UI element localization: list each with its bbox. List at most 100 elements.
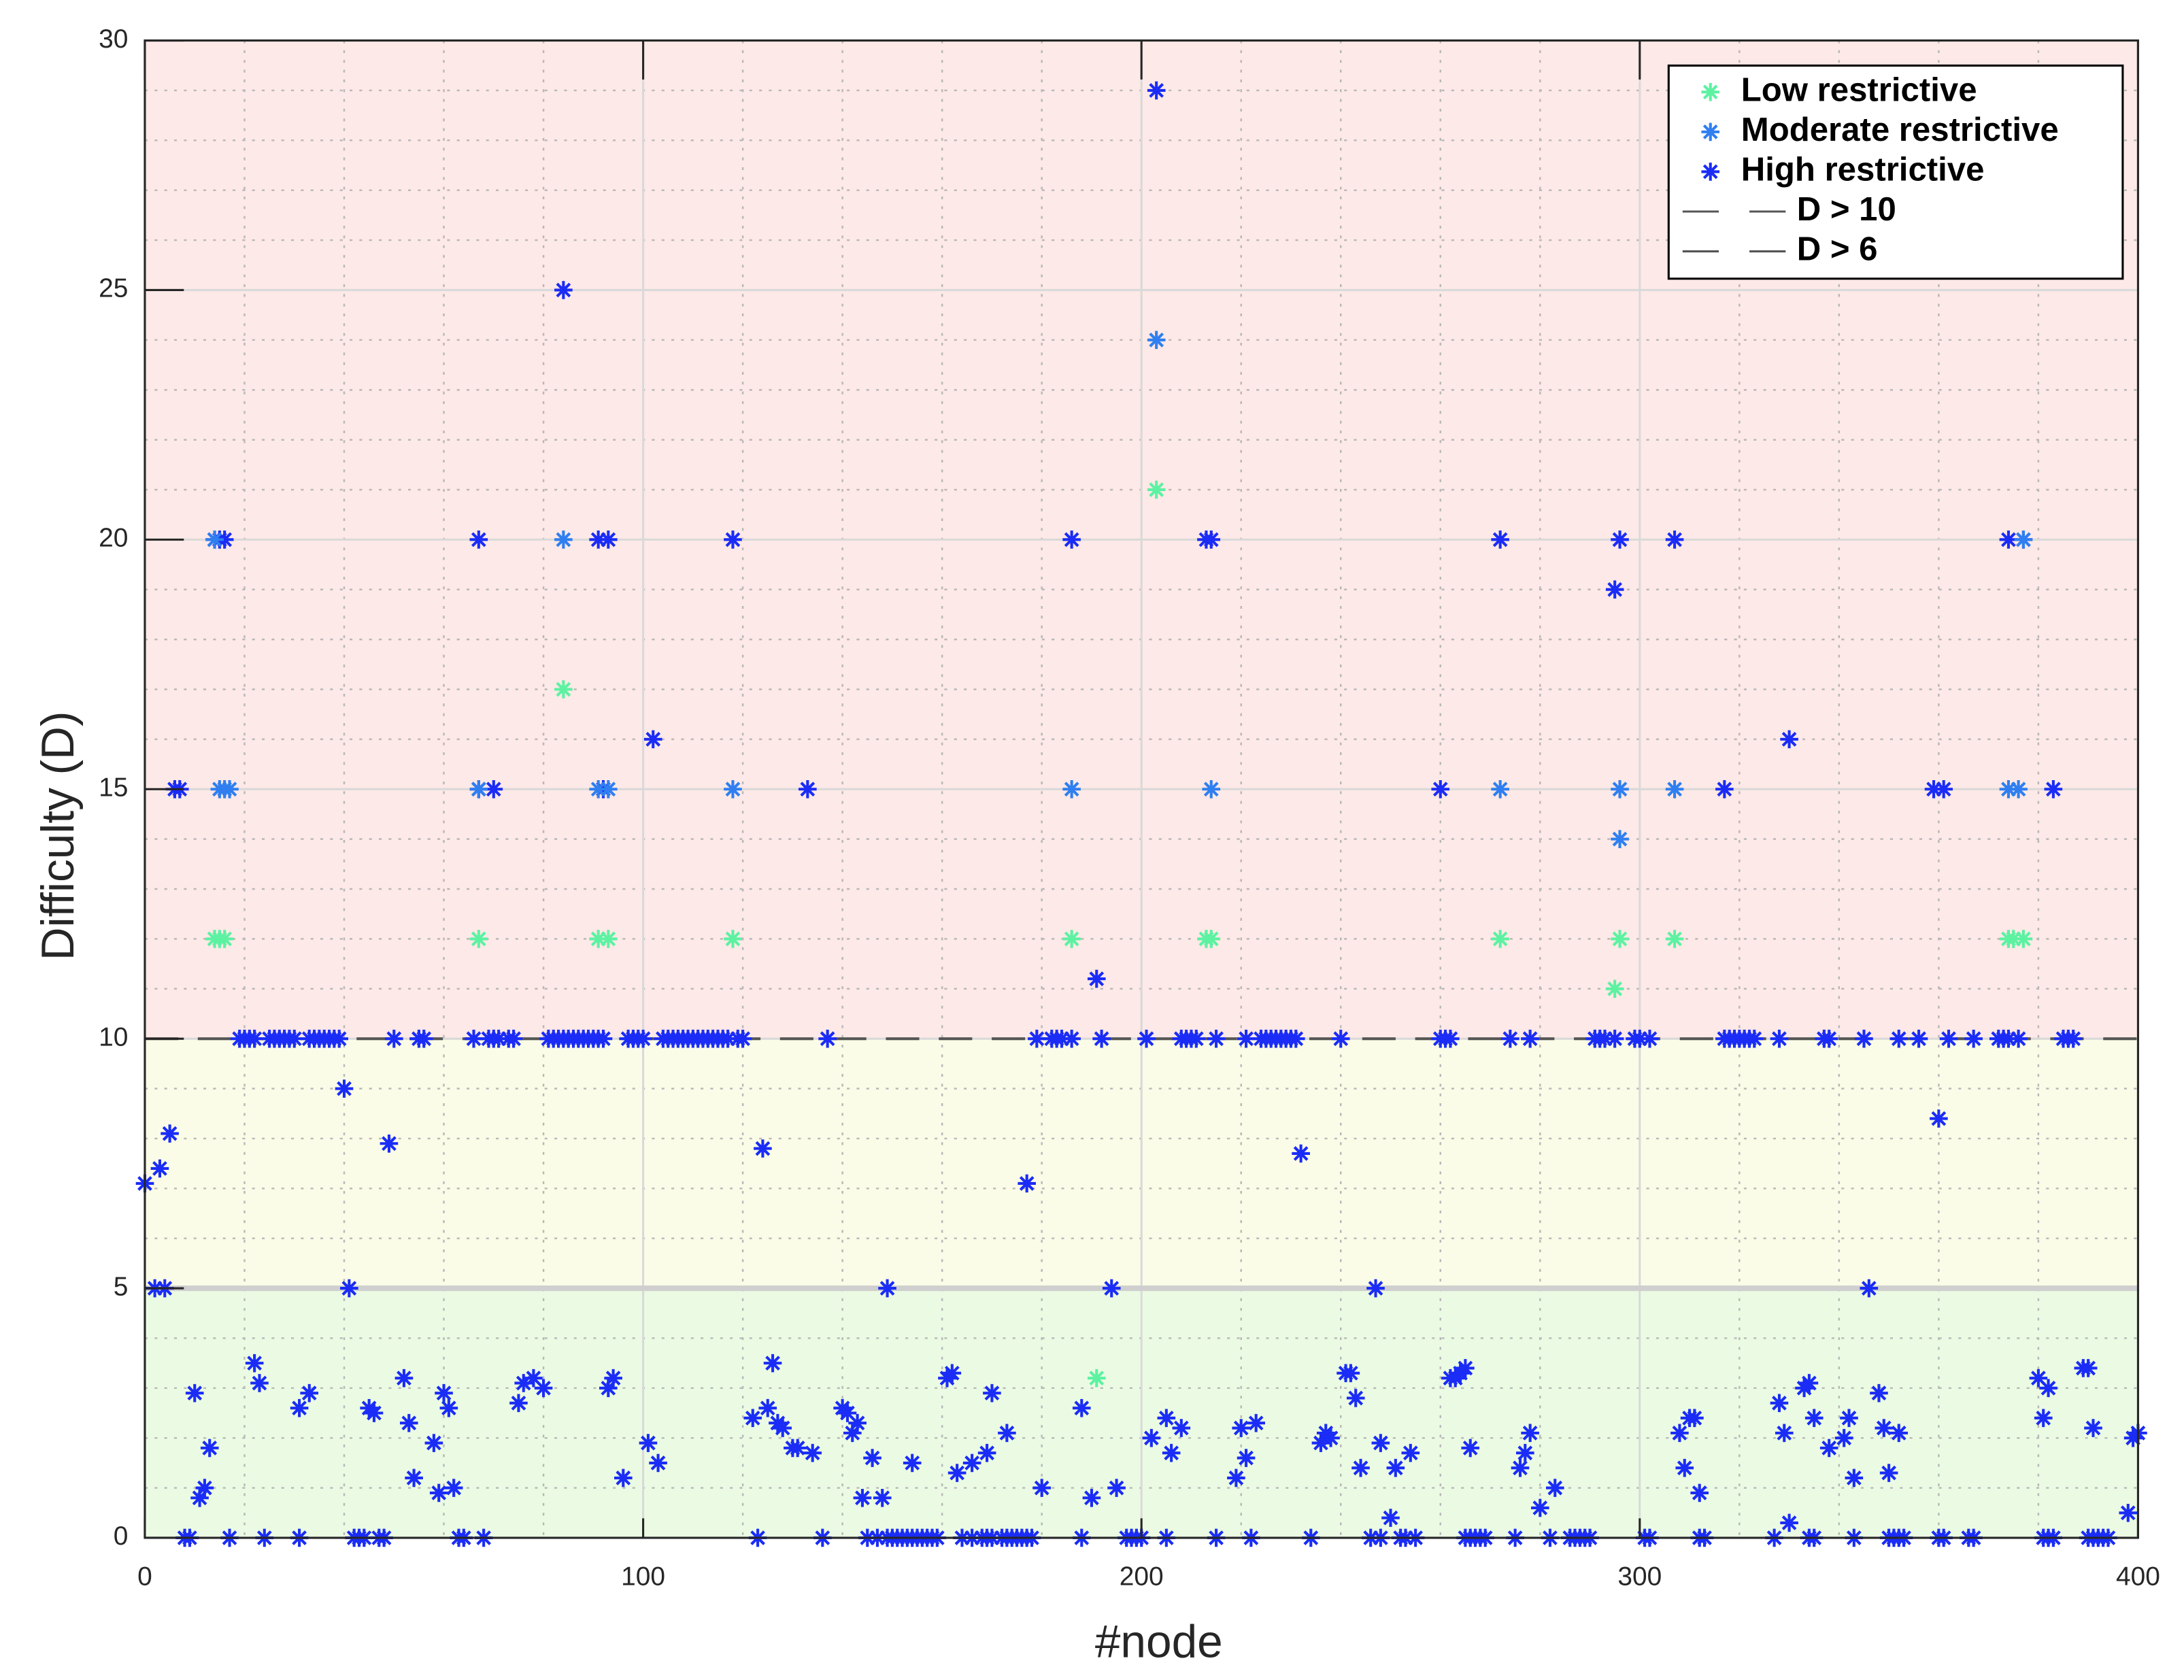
data-point [1092, 1029, 1111, 1048]
data-point [1311, 1434, 1330, 1452]
data-point [1611, 531, 1629, 549]
data-point [983, 1383, 1001, 1402]
data-point [1670, 1424, 1689, 1443]
data-point [614, 1468, 633, 1488]
data-point [444, 1479, 463, 1497]
data-point [335, 1079, 354, 1098]
data-point [1087, 969, 1106, 988]
data-point [903, 1454, 922, 1473]
data-point [2119, 1503, 2138, 1522]
data-point [1202, 531, 1221, 549]
data-point [534, 1379, 553, 1398]
data-point [1341, 1364, 1360, 1383]
data-point [1630, 1029, 1649, 1048]
data-point [1870, 1383, 1888, 1402]
data-point [1107, 1479, 1126, 1497]
data-point [1605, 1029, 1624, 1048]
data-point [1855, 1029, 1873, 1048]
data-point [998, 1424, 1016, 1443]
data-point [554, 531, 573, 549]
data-point [634, 1029, 652, 1048]
data-point [469, 779, 488, 799]
y-tick-label: 5 [114, 1272, 129, 1301]
data-point [161, 1124, 179, 1143]
data-point [1939, 1029, 1958, 1048]
data-point [1665, 930, 1684, 948]
data-point [2064, 1029, 2083, 1048]
data-point [1366, 1279, 1385, 1298]
data-point [763, 1354, 782, 1373]
data-point [649, 1454, 667, 1473]
x-tick-label: 300 [1617, 1562, 1662, 1592]
data-point [1511, 1458, 1530, 1477]
data-point [1999, 1029, 2018, 1048]
y-tick-label: 25 [99, 274, 128, 303]
data-point [838, 1404, 857, 1422]
y-tick-label: 15 [99, 773, 128, 803]
data-point [1147, 480, 1166, 499]
data-point [1800, 1374, 1819, 1392]
data-point [150, 1159, 169, 1178]
data-point [1879, 1464, 1898, 1482]
axes: 0 100 200 300 400 0 5 10 15 20 25 30 [99, 24, 2160, 1592]
y-axis-label: Difficulty (D) [33, 711, 84, 961]
data-point [1062, 779, 1081, 799]
data-point [1227, 1468, 1245, 1488]
legend-box [1667, 64, 2124, 280]
data-point [250, 1374, 269, 1392]
data-point [1351, 1458, 1370, 1477]
data-point [1062, 930, 1081, 948]
data-point [1934, 779, 1953, 799]
grid [144, 39, 2139, 1539]
data-point [818, 1029, 837, 1048]
data-point [245, 1029, 264, 1048]
data-point [1187, 1029, 1206, 1048]
data-point [1889, 1029, 1909, 1048]
data-point [245, 1354, 264, 1373]
data-point [1381, 1509, 1400, 1527]
data-point [2044, 779, 2063, 799]
data-point [2029, 1368, 2048, 1388]
data-point [380, 1134, 399, 1153]
x-tick-label: 200 [1120, 1562, 1164, 1592]
data-point [2014, 531, 2033, 549]
data-point [1072, 1398, 1091, 1417]
data-point [1521, 1424, 1539, 1443]
data-point [1819, 1029, 1838, 1048]
data-point [599, 1379, 618, 1398]
data-point [1516, 1443, 1534, 1462]
data-point [718, 1029, 737, 1048]
y-tick-label: 30 [99, 24, 128, 54]
data-point [1322, 1428, 1340, 1447]
data-point [1530, 1498, 1549, 1517]
data-point [1142, 1428, 1161, 1447]
data-point [414, 1029, 433, 1048]
data-point [1147, 331, 1166, 350]
data-point [1491, 930, 1509, 948]
data-point [1770, 1029, 1789, 1048]
data-point [220, 779, 239, 799]
data-point [1491, 779, 1509, 799]
data-point [1834, 1428, 1853, 1447]
data-point [300, 1383, 319, 1402]
data-point [484, 779, 503, 799]
data-point [863, 1449, 881, 1467]
data-point [977, 1443, 996, 1462]
legend-label: D > 10 [1797, 191, 1896, 228]
data-point [1052, 1029, 1071, 1048]
data-point [1501, 1029, 1519, 1048]
data-point [1456, 1359, 1475, 1377]
data-point [1237, 1449, 1256, 1467]
data-point [1157, 1409, 1176, 1428]
data-point [1371, 1434, 1390, 1452]
data-point [195, 1479, 214, 1497]
data-point [843, 1424, 862, 1443]
data-point [1237, 1029, 1256, 1048]
data-point [384, 1029, 403, 1048]
data-point [1431, 779, 1450, 799]
plot-frame [144, 39, 2139, 1539]
data-point [1845, 1468, 1864, 1488]
data-point [1286, 1029, 1305, 1048]
data-point [1292, 1144, 1310, 1163]
data-point [873, 1488, 892, 1507]
